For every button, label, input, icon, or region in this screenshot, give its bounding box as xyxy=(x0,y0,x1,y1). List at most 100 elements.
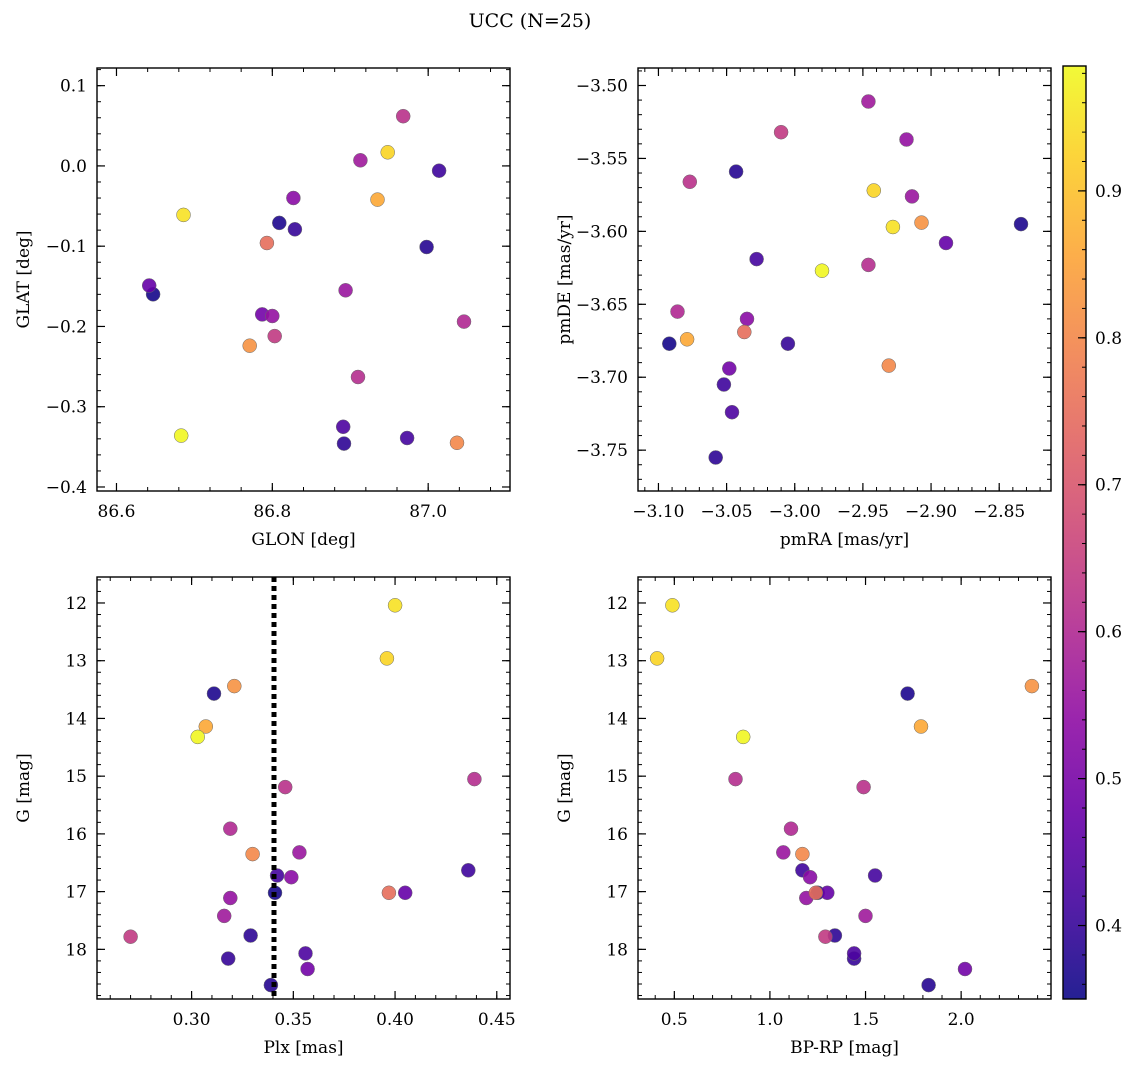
y-tick-label: 0.0 xyxy=(60,157,87,177)
y-axis-label: G [mag] xyxy=(555,753,575,822)
data-point xyxy=(284,869,299,885)
data-point xyxy=(866,183,882,198)
data-point xyxy=(350,369,366,385)
data-point xyxy=(370,192,385,207)
y-tick-label: 13 xyxy=(606,652,628,672)
data-point xyxy=(914,215,929,230)
data-point xyxy=(708,450,723,465)
data-point xyxy=(858,908,873,924)
data-point xyxy=(461,863,476,878)
data-point xyxy=(223,890,238,906)
data-point xyxy=(724,404,740,420)
data-point xyxy=(735,729,751,745)
y-tick-label: 17 xyxy=(65,883,87,903)
y-tick-label: 14 xyxy=(606,709,628,729)
data-point xyxy=(938,235,954,251)
data-point xyxy=(679,332,695,347)
data-point xyxy=(243,928,258,943)
y-tick-label: 0.1 xyxy=(60,77,87,97)
data-point xyxy=(198,719,214,734)
data-point xyxy=(123,929,138,944)
y-tick-label: 13 xyxy=(65,652,87,672)
data-point xyxy=(220,951,236,966)
data-point xyxy=(1024,678,1040,694)
x-tick-label: 1.5 xyxy=(852,1010,879,1030)
x-tick-label: 86.6 xyxy=(98,502,136,522)
data-point xyxy=(899,132,914,147)
data-point xyxy=(716,377,732,392)
x-tick-label: 0.45 xyxy=(478,1010,516,1030)
y-tick-label: 12 xyxy=(606,594,628,614)
x-tick-label: −3.05 xyxy=(701,502,753,522)
data-point xyxy=(861,94,876,109)
colorbar-tick-label: 0.8 xyxy=(1095,329,1122,349)
y-tick-label: −0.1 xyxy=(46,237,87,257)
colorbar-gradient xyxy=(1063,66,1086,999)
data-point xyxy=(802,869,818,885)
data-point xyxy=(298,946,313,961)
x-tick-label: 0.35 xyxy=(274,1010,312,1030)
data-point xyxy=(242,338,257,353)
data-point xyxy=(739,311,755,327)
colorbar-tick-label: 0.6 xyxy=(1095,623,1122,643)
y-axis-label: pmDE [mas/yr] xyxy=(555,214,575,344)
x-tick-label: 0.5 xyxy=(661,1010,688,1030)
y-tick-label: −3.70 xyxy=(576,368,628,388)
data-point xyxy=(277,779,293,795)
data-point xyxy=(292,845,307,860)
data-point xyxy=(173,428,189,443)
scatter-series xyxy=(649,598,1040,993)
y-tick-label: 16 xyxy=(606,825,628,845)
data-point xyxy=(808,885,824,901)
data-point xyxy=(265,308,280,324)
y-tick-label: 16 xyxy=(65,825,87,845)
y-tick-label: 15 xyxy=(606,767,628,787)
colorbar-tick-label: 0.9 xyxy=(1095,182,1122,202)
y-tick-label: −3.75 xyxy=(576,441,628,461)
data-point xyxy=(682,174,698,190)
data-point xyxy=(861,257,876,273)
figure-title: UCC (N=25) xyxy=(469,10,592,32)
data-point xyxy=(267,328,282,344)
data-point xyxy=(141,278,157,293)
data-point xyxy=(263,977,279,993)
y-tick-label: −3.60 xyxy=(576,222,628,242)
data-point xyxy=(780,336,796,351)
data-point xyxy=(245,846,260,862)
data-point xyxy=(431,163,447,178)
data-point xyxy=(1013,216,1029,232)
colorbar-frame xyxy=(1062,65,1087,1000)
data-point xyxy=(776,845,791,860)
y-tick-label: 15 xyxy=(65,767,87,787)
panels: 86.6 86.8 87.0 0.1 0.0 −0.1 −0.2 −0.3 −0.4 GLON [… xyxy=(14,67,1052,1058)
x-tick-label: 1.0 xyxy=(756,1010,783,1030)
x-tick-label: 87.0 xyxy=(409,502,447,522)
y-tick-label: −0.2 xyxy=(46,317,87,337)
scatter-series xyxy=(141,108,472,451)
x-tick-label: 0.30 xyxy=(173,1010,211,1030)
x-tick-label: −3.00 xyxy=(769,502,821,522)
data-point xyxy=(449,435,465,451)
x-tick-label: −2.90 xyxy=(905,502,957,522)
panel-3: 0.30 0.35 0.40 0.45 12 13 14 15 16 17 18 Plx [mas] G… xyxy=(14,576,516,1058)
x-tick-label: 2.0 xyxy=(948,1010,975,1030)
data-point xyxy=(206,686,222,701)
scatter-series xyxy=(123,598,482,993)
data-point xyxy=(338,283,353,298)
y-tick-label: 14 xyxy=(65,709,87,729)
y-tick-label: −0.3 xyxy=(46,398,87,418)
y-tick-label: 12 xyxy=(65,594,87,614)
x-tick-label: −2.95 xyxy=(837,502,889,522)
panel-2: −3.10 −3.05 −3.00 −2.95 −2.90 −2.85 −3.50 −3.55… xyxy=(555,67,1052,550)
data-point xyxy=(419,239,434,255)
data-point xyxy=(900,686,915,701)
x-tick-label: −2.85 xyxy=(973,502,1025,522)
data-point xyxy=(456,314,472,329)
data-point xyxy=(728,771,743,787)
data-point xyxy=(818,929,833,944)
y-tick-label: −3.50 xyxy=(576,77,628,97)
data-point xyxy=(380,145,395,160)
data-point xyxy=(722,361,737,376)
scatter-series xyxy=(662,94,1029,465)
data-point xyxy=(272,215,287,231)
